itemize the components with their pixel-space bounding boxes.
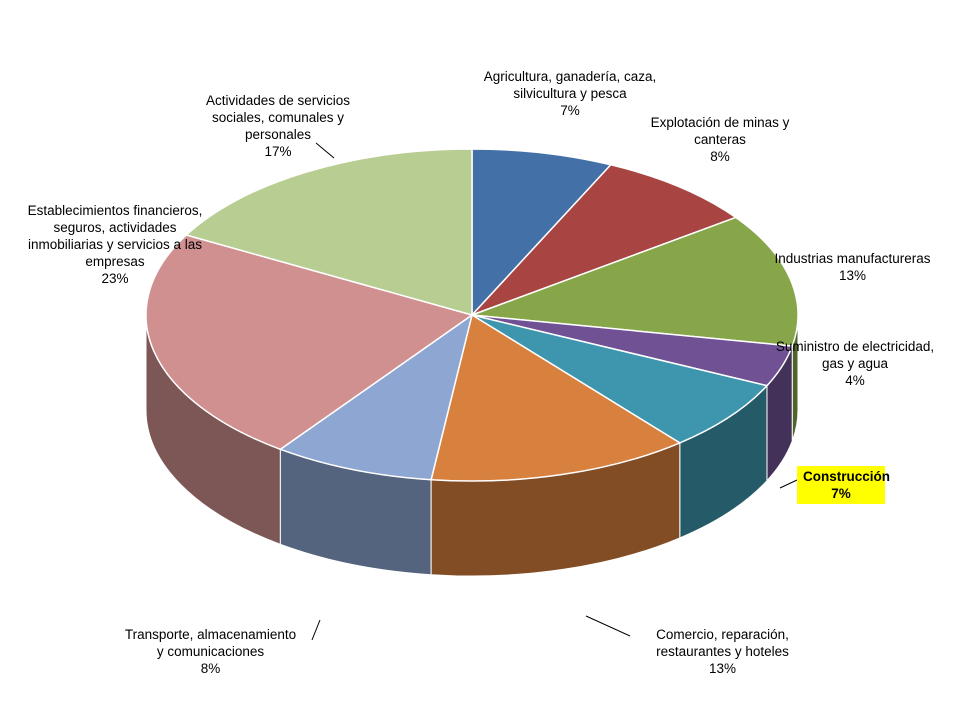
pie-slice bbox=[278, 313, 474, 481]
pie-slice bbox=[184, 148, 473, 316]
label-line: Establecimientos financieros, bbox=[27, 203, 203, 218]
slice-label-agricultura: Agricultura, ganadería, caza, silvicultu… bbox=[470, 68, 670, 119]
leader-line bbox=[585, 615, 631, 637]
label-line: seguros, actividades bbox=[53, 220, 177, 235]
label-percent: 23% bbox=[101, 271, 129, 286]
label-line: sociales, comunales y bbox=[211, 110, 345, 125]
label-percent: 17% bbox=[264, 144, 292, 159]
label-percent: 7% bbox=[560, 103, 580, 118]
label-line: Suministro de electricidad, bbox=[775, 339, 935, 354]
label-percent: 13% bbox=[708, 661, 737, 676]
pie-slice bbox=[471, 148, 613, 317]
label-percent: 7% bbox=[831, 486, 851, 501]
slice-label-electricidad: Suministro de electricidad, gas y agua 4… bbox=[765, 338, 945, 389]
pie-slice bbox=[471, 163, 738, 316]
label-line: silvicultura y pesca bbox=[513, 86, 627, 101]
leader-line bbox=[315, 142, 335, 159]
label-line: y comunicaciones bbox=[156, 644, 265, 659]
label-percent: 4% bbox=[845, 373, 865, 388]
label-percent: 13% bbox=[838, 268, 867, 283]
label-line: canteras bbox=[694, 132, 746, 147]
label-line: personales bbox=[244, 127, 312, 142]
label-line: inmobiliarias y servicios a las bbox=[27, 237, 203, 252]
label-line: Transporte, almacenamiento bbox=[124, 627, 297, 642]
label-line: Industrias manufactureras bbox=[774, 251, 931, 266]
pie-tops bbox=[145, 148, 799, 482]
slice-label-comercio: Comercio, reparación, restaurantes y hot… bbox=[635, 626, 810, 677]
label-line: Comercio, reparación, bbox=[656, 627, 789, 642]
leader-line bbox=[311, 619, 321, 641]
pie-slice bbox=[145, 234, 474, 451]
label-line: empresas bbox=[85, 254, 145, 269]
label-line: Explotación de minas y bbox=[650, 115, 790, 130]
label-percent: 8% bbox=[710, 149, 730, 164]
label-line: gas y agua bbox=[821, 356, 889, 371]
slice-label-transporte: Transporte, almacenamiento y comunicacio… bbox=[108, 626, 313, 677]
slice-label-industrias: Industrias manufactureras 13% bbox=[760, 250, 945, 284]
label-line: Actividades de servicios bbox=[205, 93, 351, 108]
pie-slice bbox=[430, 313, 682, 482]
slice-label-servicios-sociales: Actividades de servicios sociales, comun… bbox=[188, 92, 368, 160]
slice-label-explotacion-minas: Explotación de minas y canteras 8% bbox=[640, 114, 800, 165]
slice-label-construccion: Construcción 7% bbox=[797, 466, 890, 504]
label-line: restaurantes y hoteles bbox=[656, 644, 789, 659]
label-percent: 8% bbox=[200, 661, 221, 676]
leader-lines bbox=[311, 142, 798, 641]
pie-slice bbox=[471, 216, 799, 347]
label-line: Agricultura, ganadería, caza, bbox=[483, 69, 657, 84]
pie-slice bbox=[471, 314, 769, 444]
slice-label-establecimientos: Establecimientos financieros, seguros, a… bbox=[10, 202, 220, 287]
leader-line bbox=[779, 479, 798, 489]
label-line: Construcción bbox=[803, 469, 891, 484]
